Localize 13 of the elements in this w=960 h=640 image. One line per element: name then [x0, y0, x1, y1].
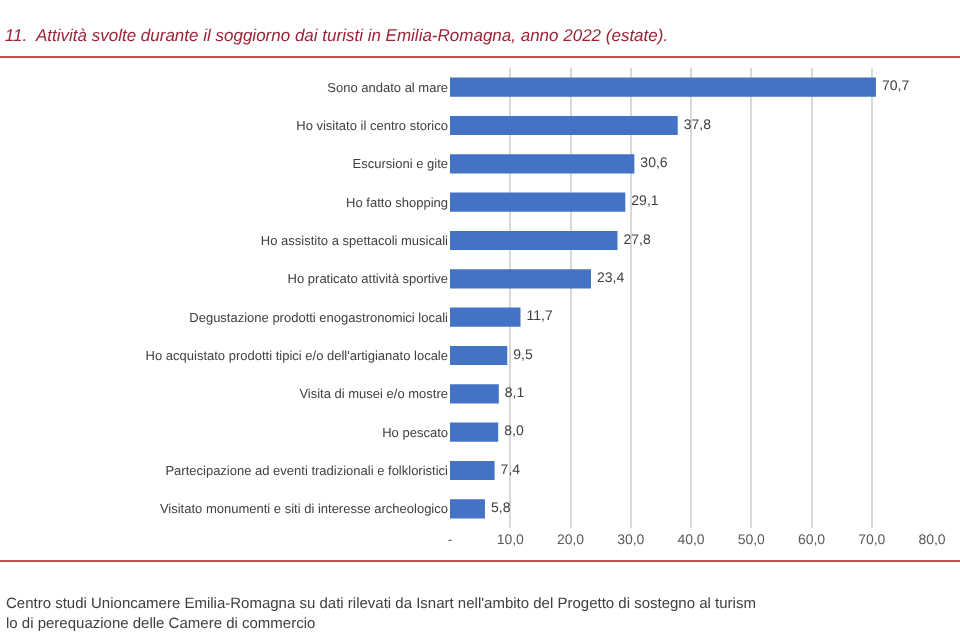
bar	[450, 192, 626, 212]
chart-title: 11. Attività svolte durante il soggiorno dai turisti in Emilia-Romagna, anno 2022 (estate).	[4, 24, 669, 45]
bar	[450, 77, 876, 97]
bar	[450, 345, 508, 366]
bar	[450, 230, 618, 251]
bar	[450, 269, 591, 289]
bar	[450, 460, 495, 481]
bar	[450, 499, 485, 519]
bar	[450, 154, 635, 174]
bar	[450, 384, 499, 404]
bar	[450, 422, 499, 442]
bar	[450, 307, 521, 327]
bar	[450, 115, 678, 136]
